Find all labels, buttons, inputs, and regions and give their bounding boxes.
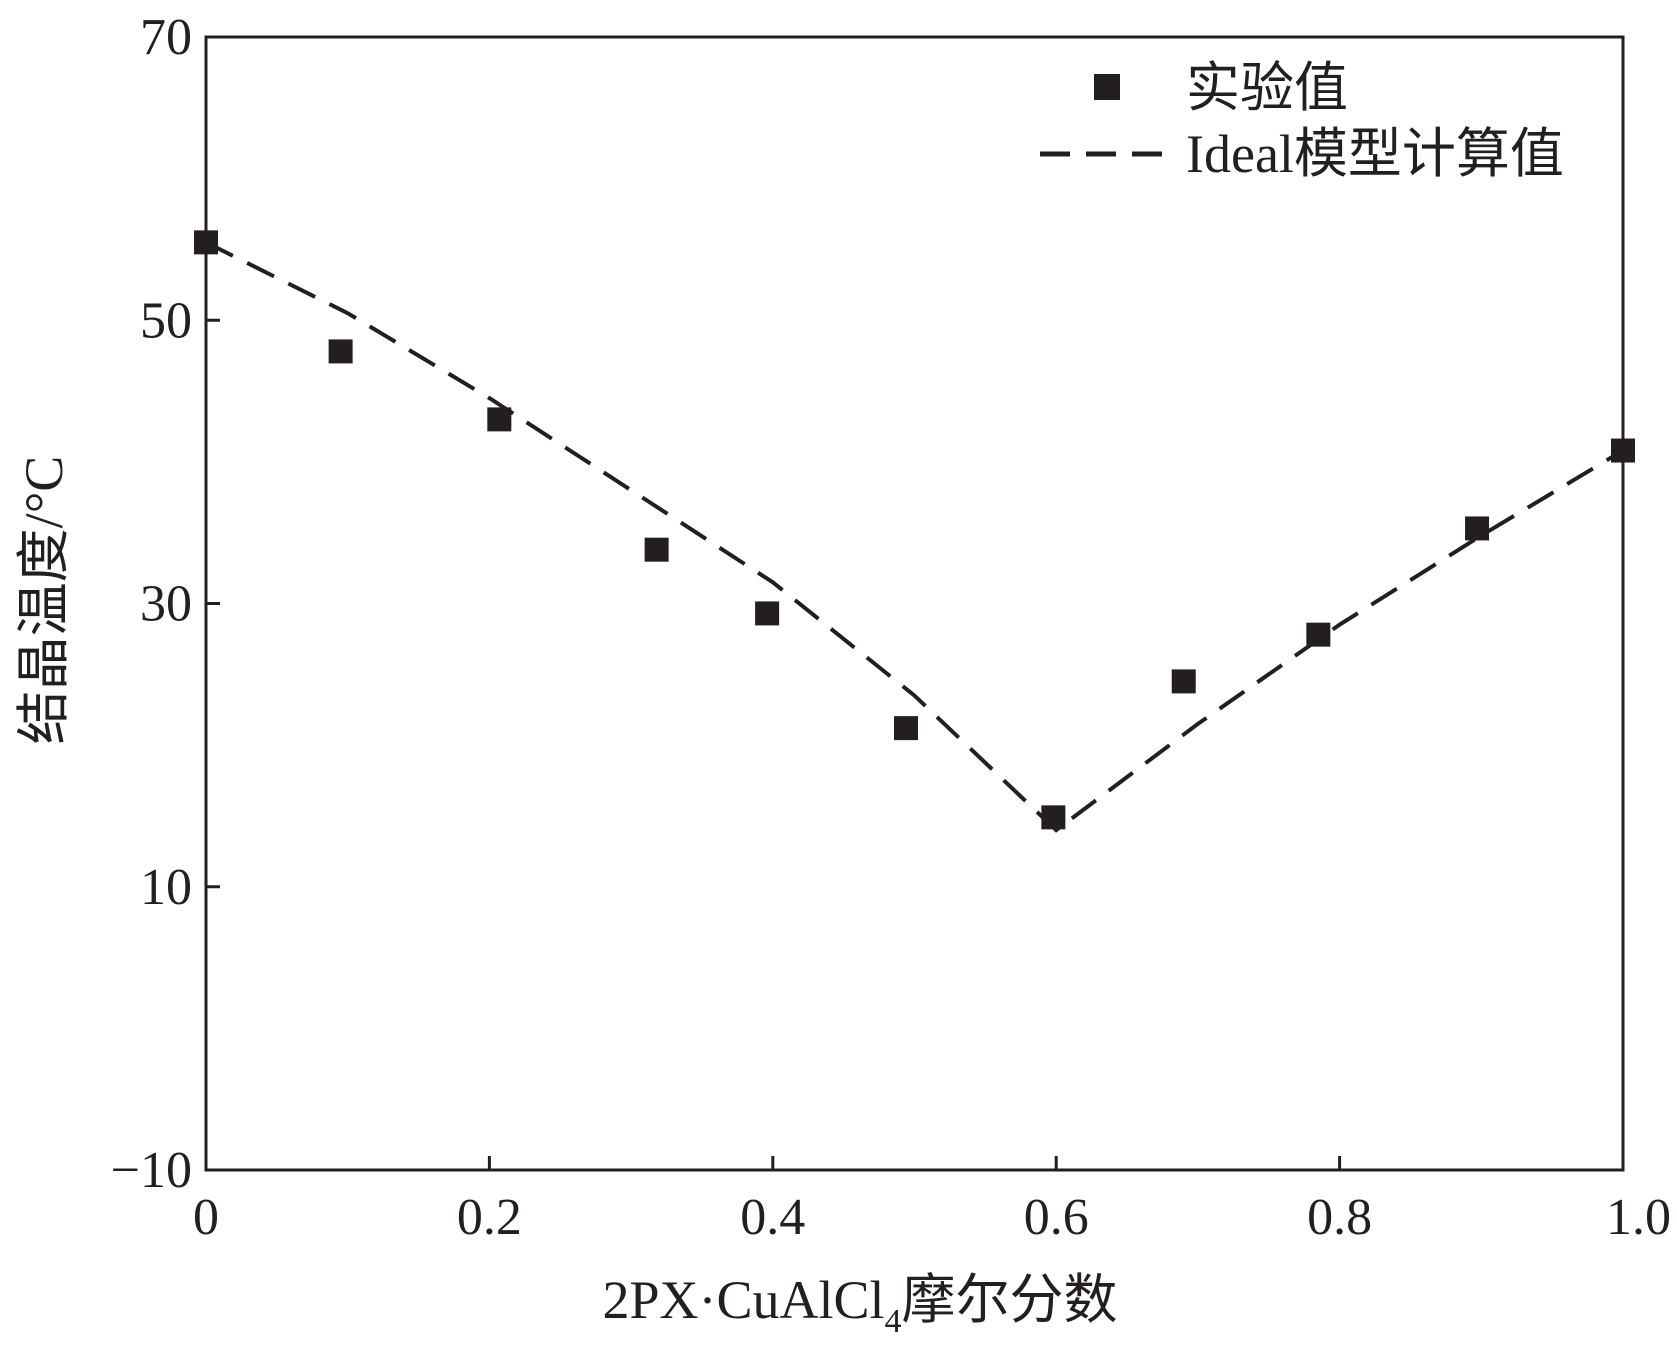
x-axis-label-suffix: 摩尔分数	[902, 1270, 1118, 1330]
data-point	[1041, 805, 1066, 830]
x-tick-label: 0.8	[1307, 1189, 1372, 1246]
x-axis-label-subscript: 4	[885, 1303, 902, 1340]
data-point	[328, 339, 353, 364]
x-tick-label: 0	[193, 1189, 219, 1246]
y-tick-label: 30	[140, 576, 192, 633]
data-point	[893, 716, 918, 741]
data-point	[194, 230, 218, 255]
model-line-layer	[205, 240, 1625, 833]
data-point	[644, 537, 669, 562]
x-axis-label: 2PX·CuAlCl4摩尔分数	[602, 1270, 1117, 1340]
data-point	[1465, 516, 1490, 541]
y-tick-label: 10	[140, 859, 192, 916]
y-tick-label: 50	[140, 292, 192, 349]
plot-frame	[204, 35, 1625, 1172]
x-tick-label: 0.6	[1024, 1189, 1089, 1246]
y-tick-label: 70	[140, 9, 192, 66]
y-axis-label: 结晶温度/°C	[14, 456, 74, 745]
model-line	[205, 240, 1625, 833]
legend-label-model: Ideal模型计算值	[1186, 124, 1564, 184]
data-point	[1306, 622, 1331, 647]
data-point	[1171, 669, 1196, 694]
legend: 实验值 Ideal模型计算值	[1040, 58, 1564, 184]
x-tick-label: 1.0	[1606, 1189, 1671, 1246]
data-point	[1611, 438, 1635, 463]
experimental-points-layer	[194, 230, 1635, 830]
legend-marker-square	[1094, 74, 1120, 100]
x-tick-label: 0.4	[740, 1189, 805, 1246]
y-axis-ticks: −10 10 30 50 70	[111, 9, 220, 1199]
legend-label-experimental: 实验值	[1186, 58, 1348, 118]
x-axis-label-main: 2PX·CuAlCl	[602, 1270, 884, 1330]
plot-area	[204, 35, 1625, 1172]
y-tick-label: −10	[111, 1142, 192, 1199]
data-point	[487, 407, 512, 432]
x-tick-label: 0.2	[457, 1189, 522, 1246]
data-point	[755, 601, 780, 626]
x-axis-ticks: 0 0.2 0.4 0.6 0.8 1.0	[193, 1156, 1671, 1246]
